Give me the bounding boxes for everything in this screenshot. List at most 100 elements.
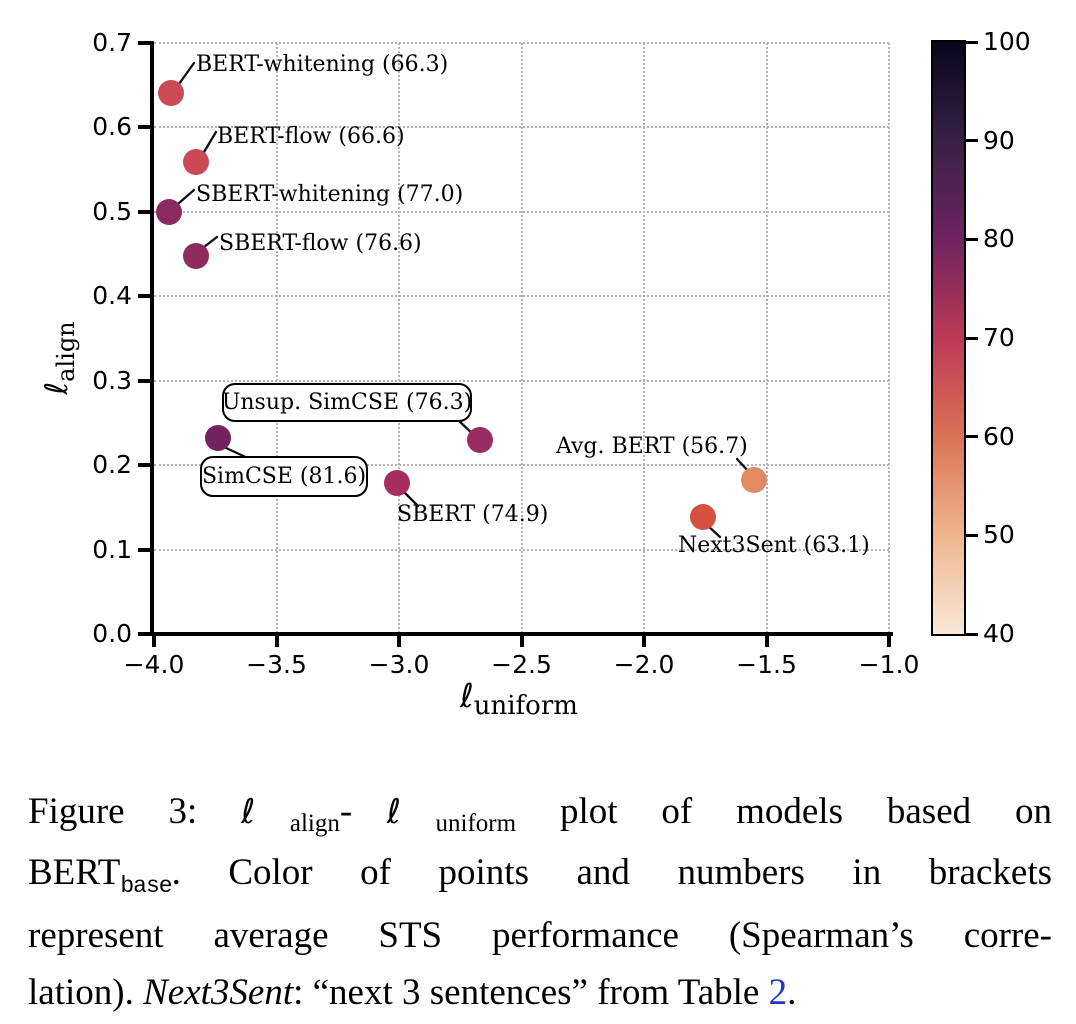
x-tick-label-−1.5: −1.5 (736, 650, 797, 679)
y-tick-0.2 (138, 463, 151, 467)
colorbar-tick-label-80: 80 (983, 224, 1015, 254)
colorbar-tick-label-60: 60 (983, 421, 1015, 451)
caption-text: . (787, 972, 797, 1013)
caption-line-1: Figure 3: ℓalign-ℓuniform plot of models… (28, 783, 1052, 844)
x-axis-label: ℓuniform (399, 676, 639, 721)
gridline-y-0.7 (154, 41, 889, 44)
x-tick-−1.5 (764, 634, 769, 647)
x-tick-−2.5 (519, 634, 524, 647)
caption-text: : “next 3 sentences” from Table (293, 972, 769, 1013)
data-point-unsup-simcse (466, 427, 493, 454)
x-tick-label-−2.0: −2.0 (613, 650, 675, 679)
data-point-bert-whitening (158, 80, 185, 107)
data-point-simcse (204, 424, 231, 451)
data-point-bert-flow (182, 149, 209, 176)
ell-glyph: ℓ (460, 676, 474, 715)
caption-subscript-base: base (120, 873, 172, 899)
y-axis-label-subscript: align (52, 321, 80, 382)
caption-line-2: BERTbase. Color of points and numbers in… (28, 844, 1052, 907)
colorbar-tick-50 (966, 533, 978, 537)
gridline-y-0.4 (154, 295, 889, 297)
data-point-sbert-flow (182, 243, 209, 270)
y-tick-0.4 (138, 294, 151, 298)
gridline-x--1 (888, 43, 890, 633)
y-tick-label-0.5: 0.5 (92, 196, 132, 226)
table-2-link[interactable]: 2 (768, 972, 788, 1013)
caption-text: plot of models based on (559, 791, 1053, 832)
x-tick-label-−4.0: −4.0 (123, 650, 185, 679)
x-tick-label-−3.5: −3.5 (246, 650, 307, 679)
y-tick-0.6 (138, 125, 151, 129)
annotation-bert-flow: BERT-flow (66.6) (217, 124, 405, 149)
y-axis-spine (150, 41, 154, 636)
colorbar-tick-60 (966, 435, 978, 439)
caption-bert: BERT (28, 852, 121, 893)
y-tick-label-0.4: 0.4 (92, 281, 132, 310)
caption-subscript-uniform: uniform (435, 810, 517, 837)
y-tick-label-0.2: 0.2 (92, 450, 132, 479)
colorbar-tick-80 (966, 237, 978, 241)
x-axis-label-subscript: uniform (473, 691, 578, 721)
x-tick-label-−3.0: −3.0 (368, 650, 430, 679)
caption-text: . Color of points and numbers in bracket… (171, 852, 1052, 893)
caption-line-3: represent average STS performance (Spear… (28, 915, 1052, 956)
data-point-sbert-whitening (155, 198, 182, 225)
colorbar-tick-40 (966, 632, 978, 636)
colorbar-tick-label-90: 90 (983, 125, 1015, 155)
annotation-avg-bert: Avg. BERT (56.7) (556, 434, 748, 459)
y-tick-0.1 (138, 547, 151, 552)
x-tick-−1.0 (887, 634, 891, 647)
gridline-y-0.1 (154, 548, 889, 551)
gridline-x--3.5 (275, 43, 278, 633)
y-tick-label-0.0: 0.0 (92, 619, 132, 648)
gridline-x--2 (643, 43, 645, 633)
x-tick-−4.0 (152, 634, 156, 647)
x-tick-label-−2.5: −2.5 (491, 650, 552, 679)
annotation-sbert-whitening: SBERT-whitening (77.0) (196, 182, 464, 207)
caption-dash: - (339, 791, 353, 832)
y-tick-label-0.7: 0.7 (92, 27, 132, 57)
y-tick-label-0.1: 0.1 (92, 534, 132, 564)
colorbar-tick-70 (966, 336, 978, 340)
ell-glyph: ℓ (39, 381, 75, 395)
leader-line-sbert-whitening (177, 188, 196, 205)
caption-subscript-align: align (289, 810, 340, 837)
data-point-sbert (383, 469, 410, 496)
leader-line-bert-flow (202, 130, 218, 154)
ell-glyph: ℓ (352, 792, 436, 832)
leader-line-sbert-flow (202, 235, 219, 249)
colorbar-tick-100 (966, 40, 978, 44)
gridline-y-0.5 (154, 210, 889, 213)
annotation-simcse: SimCSE (81.6) (200, 456, 368, 497)
leader-line-bert-whitening (177, 61, 196, 86)
y-tick-label-0.3: 0.3 (92, 365, 132, 395)
annotation-unsup-simcse: Unsup. SimCSE (76.3) (222, 383, 472, 422)
x-tick-−3.0 (397, 634, 401, 647)
figure-caption: Figure 3: ℓalign-ℓuniform plot of models… (28, 783, 1052, 1021)
gridline-y-0.6 (154, 126, 889, 128)
ell-glyph: ℓ (241, 792, 290, 832)
y-axis-label: ℓalign (39, 273, 83, 443)
y-tick-0.0 (138, 632, 151, 636)
caption-next3sent: Next3Sent (143, 972, 294, 1013)
caption-line-4: lation). Next3Sent: “next 3 sentences” f… (28, 964, 1052, 1021)
x-tick-−3.5 (274, 634, 279, 647)
data-point-avg-bert (741, 467, 768, 494)
colorbar-tick-label-70: 70 (983, 323, 1015, 352)
annotation-next3sent: Next3Sent (63.1) (678, 533, 870, 558)
annotation-sbert-flow: SBERT-flow (76.6) (219, 231, 422, 256)
x-tick-−2.0 (642, 634, 646, 647)
colorbar-tick-90 (966, 139, 978, 143)
y-tick-0.5 (138, 209, 151, 214)
gridline-x--1.5 (765, 43, 768, 633)
caption-figure-label: Figure 3: (28, 791, 198, 832)
gridline-y-0.2 (154, 464, 889, 466)
colorbar-gradient (931, 40, 966, 636)
y-tick-label-0.6: 0.6 (92, 112, 132, 141)
x-tick-label-−1.0: −1.0 (858, 650, 920, 679)
leader-line-sbert (402, 490, 420, 508)
y-tick-0.3 (138, 378, 151, 383)
caption-text: lation). (28, 972, 144, 1013)
annotation-bert-whitening: BERT-whitening (66.3) (196, 52, 449, 77)
